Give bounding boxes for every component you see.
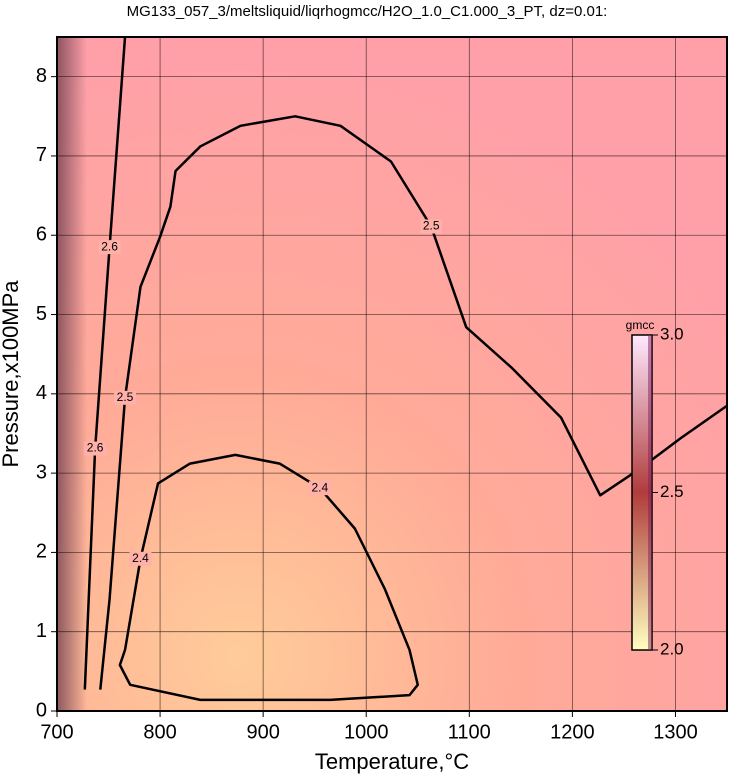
contour-label-bg <box>420 219 443 234</box>
y-tick-label: 3 <box>36 461 47 483</box>
contour-label-bg <box>129 551 152 566</box>
plot-frame <box>56 36 728 712</box>
contour-label: 2.6 <box>87 441 104 455</box>
contour-line <box>83 36 127 690</box>
y-tick-label: 2 <box>36 541 47 563</box>
colorbar-label: gmcc <box>626 318 655 332</box>
x-tick-label: 1100 <box>448 721 491 743</box>
x-tick-label: 1300 <box>653 721 698 743</box>
contour-label: 2.4 <box>312 480 329 494</box>
contour-label-bg <box>114 390 137 405</box>
contour-label-bg <box>308 481 331 496</box>
y-tick-label: 4 <box>36 382 47 404</box>
contour-label-bg <box>98 240 121 255</box>
contour-label: 2.5 <box>117 390 134 404</box>
y-tick-label: 7 <box>36 144 47 166</box>
x-tick-label: 1200 <box>550 721 595 743</box>
y-tick-label: 6 <box>36 224 47 246</box>
contour-line <box>118 453 420 702</box>
x-tick-label: 900 <box>246 721 279 743</box>
y-axis-label: Pressure,x100MPa <box>0 280 23 468</box>
contour-label: 2.6 <box>101 239 118 253</box>
x-tick-label: 1000 <box>344 721 389 743</box>
plot-background <box>57 37 727 711</box>
colorbar-tick-label: 3.0 <box>660 324 684 343</box>
contour-label: 2.5 <box>423 219 440 233</box>
x-axis-label: Temperature,°C <box>315 749 469 774</box>
y-tick-label: 0 <box>36 699 47 721</box>
contour-label-bg <box>84 441 107 456</box>
plot-edge-shade <box>57 37 87 711</box>
x-tick-label: 800 <box>143 721 176 743</box>
x-tick-label: 700 <box>40 721 73 743</box>
y-tick-label: 5 <box>36 303 47 325</box>
contour-label: 2.4 <box>132 551 149 565</box>
y-tick-label: 1 <box>36 620 47 642</box>
chart-title: MG133_057_3/meltsliquid/liqrhogmcc/H2O_1… <box>127 3 608 20</box>
colorbar-edge <box>648 335 652 650</box>
contour-line <box>99 115 728 690</box>
colorbar-tick-label: 2.0 <box>660 639 684 658</box>
y-tick-label: 8 <box>36 65 47 87</box>
colorbar-tick-label: 2.5 <box>660 482 684 501</box>
